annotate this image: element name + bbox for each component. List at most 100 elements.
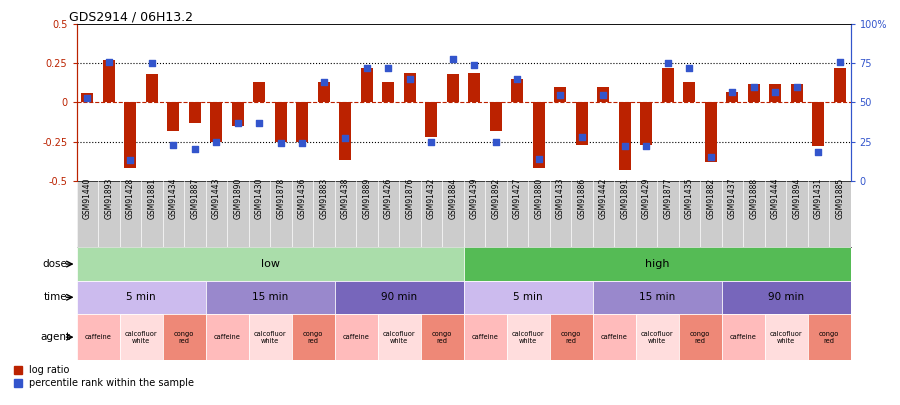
Bar (705, 102, 716, 162)
Bar (635, 314, 679, 360)
Point (252, 119, 266, 126)
Point (532, 156, 546, 162)
Text: time: time (43, 292, 67, 302)
Text: congo
red: congo red (561, 330, 581, 344)
Point (359, 65, 374, 71)
Point (574, 134, 589, 140)
Point (661, 60, 675, 66)
Point (747, 83, 761, 90)
Bar (426, 102, 437, 137)
Bar (292, 314, 335, 360)
Bar (770, 84, 781, 102)
Bar (511, 79, 523, 102)
Bar (722, 281, 850, 314)
Text: high: high (644, 259, 670, 269)
Bar (253, 82, 266, 102)
Bar (163, 314, 205, 360)
Bar (833, 68, 846, 102)
Bar (205, 314, 248, 360)
Bar (420, 314, 464, 360)
Bar (592, 314, 635, 360)
Point (166, 141, 180, 148)
Bar (318, 82, 329, 102)
Bar (468, 73, 481, 102)
Bar (592, 281, 722, 314)
Bar (576, 102, 588, 145)
Text: 15 min: 15 min (639, 292, 675, 302)
Point (145, 60, 159, 66)
Point (467, 62, 482, 68)
Bar (120, 314, 163, 360)
Point (102, 59, 116, 65)
Bar (533, 102, 544, 168)
Text: agent: agent (40, 332, 70, 342)
Text: calcofluor
white: calcofluor white (512, 330, 544, 344)
Bar (490, 102, 501, 130)
Point (187, 146, 202, 153)
Bar (167, 102, 179, 130)
Bar (726, 92, 738, 102)
Point (639, 143, 653, 149)
Bar (679, 314, 722, 360)
Point (80, 94, 94, 101)
Bar (296, 102, 308, 141)
Point (768, 88, 782, 95)
Bar (748, 84, 760, 102)
Point (274, 140, 288, 146)
Point (317, 79, 331, 85)
Bar (361, 68, 373, 102)
Bar (274, 102, 287, 141)
Bar (446, 75, 459, 102)
Bar (232, 102, 244, 126)
Bar (76, 314, 120, 360)
Text: caffeine: caffeine (85, 334, 112, 340)
Point (209, 138, 223, 145)
Point (424, 138, 438, 145)
Text: calcofluor
white: calcofluor white (254, 330, 286, 344)
Bar (205, 281, 335, 314)
Text: calcofluor
white: calcofluor white (382, 330, 415, 344)
Text: congo
red: congo red (432, 330, 452, 344)
Bar (507, 314, 550, 360)
Text: calcofluor
white: calcofluor white (770, 330, 802, 344)
Bar (764, 314, 807, 360)
Text: 90 min: 90 min (381, 292, 417, 302)
Bar (335, 314, 377, 360)
Text: low: low (260, 259, 280, 269)
Bar (76, 247, 464, 281)
Bar (464, 281, 592, 314)
Bar (464, 247, 850, 281)
Bar (211, 102, 222, 141)
Bar (146, 75, 158, 102)
Point (617, 143, 632, 149)
Bar (807, 314, 850, 360)
Point (230, 119, 245, 126)
Bar (722, 314, 764, 360)
Text: caffeine: caffeine (730, 334, 756, 340)
Text: congo
red: congo red (174, 330, 194, 344)
Bar (619, 102, 631, 170)
Text: 90 min: 90 min (768, 292, 804, 302)
Point (123, 157, 138, 164)
Bar (76, 281, 205, 314)
Bar (813, 102, 824, 146)
Point (381, 65, 395, 71)
Bar (550, 314, 592, 360)
Text: caffeine: caffeine (600, 334, 627, 340)
Bar (640, 102, 652, 145)
Text: GDS2914 / 06H13.2: GDS2914 / 06H13.2 (68, 10, 193, 23)
Text: caffeine: caffeine (472, 334, 499, 340)
Text: 5 min: 5 min (126, 292, 156, 302)
Text: congo
red: congo red (689, 330, 710, 344)
Point (338, 135, 353, 142)
Point (446, 55, 460, 62)
Text: calcofluor
white: calcofluor white (125, 330, 158, 344)
Bar (464, 314, 507, 360)
Bar (248, 314, 292, 360)
Bar (103, 60, 114, 102)
Point (596, 92, 610, 98)
Text: calcofluor
white: calcofluor white (641, 330, 673, 344)
Point (295, 140, 310, 146)
Text: 15 min: 15 min (252, 292, 288, 302)
Bar (598, 87, 609, 102)
